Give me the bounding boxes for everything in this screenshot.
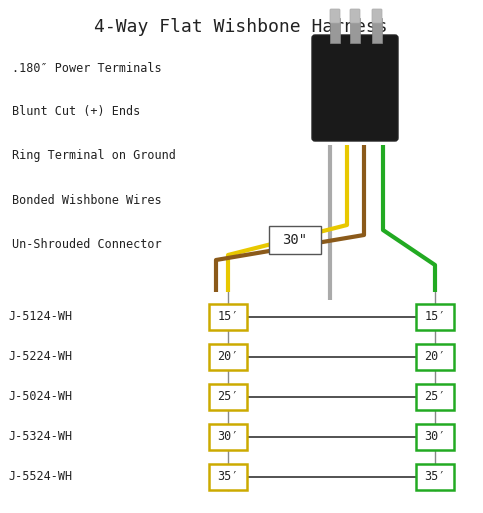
Bar [209, 424, 247, 450]
Bar [269, 226, 321, 254]
Text: 25′: 25′ [217, 390, 239, 404]
FancyBboxPatch shape [350, 9, 360, 23]
Bar [330, 18, 340, 43]
Bar [372, 18, 382, 43]
Text: J-5324-WH: J-5324-WH [8, 430, 72, 444]
Text: J-5524-WH: J-5524-WH [8, 470, 72, 483]
Bar [350, 18, 360, 43]
FancyBboxPatch shape [372, 9, 382, 23]
Text: .180″ Power Terminals: .180″ Power Terminals [12, 62, 162, 74]
Text: J-5224-WH: J-5224-WH [8, 350, 72, 364]
Bar [209, 464, 247, 490]
Text: J-5124-WH: J-5124-WH [8, 310, 72, 324]
Bar [209, 384, 247, 410]
Text: 20′: 20′ [217, 350, 239, 364]
Text: 25′: 25′ [424, 390, 446, 404]
Text: 20′: 20′ [424, 350, 446, 364]
Text: 35′: 35′ [424, 470, 446, 483]
Text: 30": 30" [283, 233, 308, 247]
Bar [209, 304, 247, 330]
Bar [416, 304, 454, 330]
Bar [416, 384, 454, 410]
Bar [416, 344, 454, 370]
Bar [209, 344, 247, 370]
Text: 15′: 15′ [424, 310, 446, 324]
Text: 4-Way Flat Wishbone Harness: 4-Way Flat Wishbone Harness [94, 18, 388, 36]
Text: 30′: 30′ [217, 430, 239, 444]
Text: Bonded Wishbone Wires: Bonded Wishbone Wires [12, 193, 162, 207]
Text: 35′: 35′ [217, 470, 239, 483]
Text: Ring Terminal on Ground: Ring Terminal on Ground [12, 149, 176, 163]
Text: J-5024-WH: J-5024-WH [8, 390, 72, 404]
Bar [416, 424, 454, 450]
Bar [416, 464, 454, 490]
Text: 30′: 30′ [424, 430, 446, 444]
FancyBboxPatch shape [330, 9, 340, 23]
FancyBboxPatch shape [312, 35, 398, 141]
Text: 15′: 15′ [217, 310, 239, 324]
Text: Un-Shrouded Connector: Un-Shrouded Connector [12, 238, 162, 250]
Text: Blunt Cut (+) Ends: Blunt Cut (+) Ends [12, 106, 140, 119]
